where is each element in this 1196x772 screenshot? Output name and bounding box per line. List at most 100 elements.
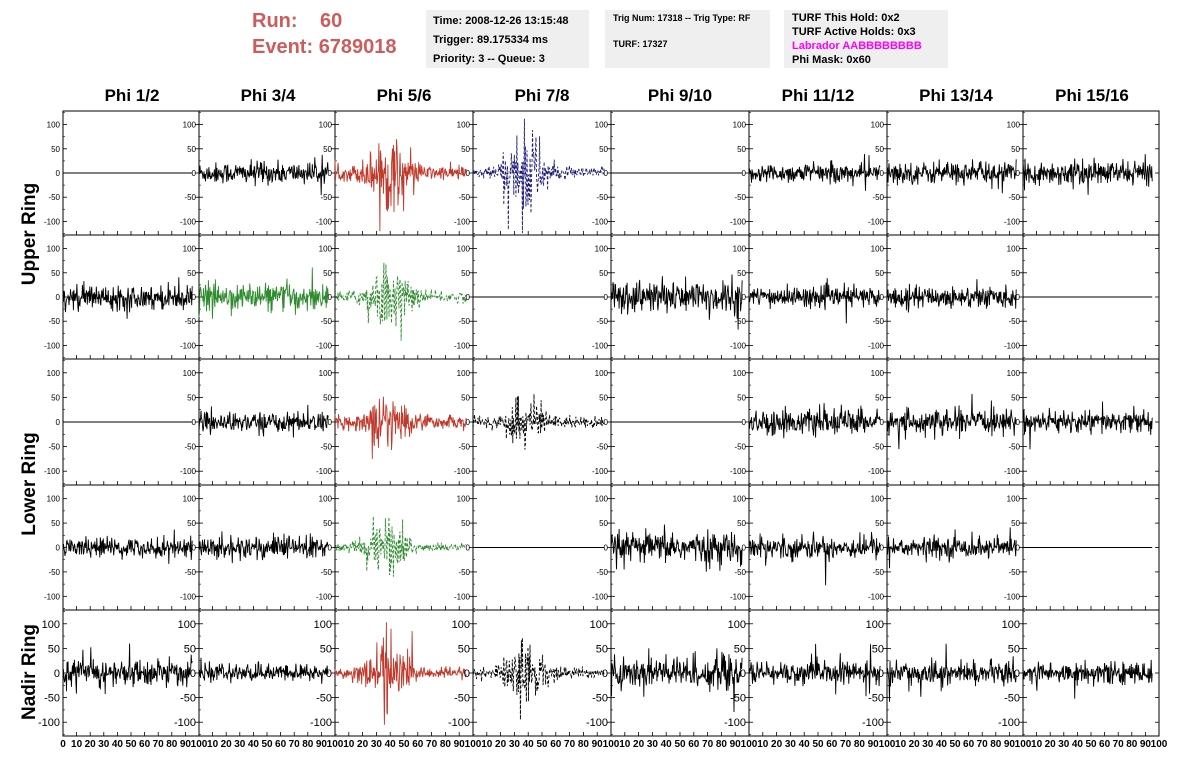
y-tick-label: 50 bbox=[51, 393, 60, 402]
y-tick-label: -50 bbox=[1004, 693, 1020, 705]
y-tick-label: 0 bbox=[464, 668, 470, 680]
x-tick-label: 30 bbox=[785, 739, 797, 750]
y-tick-label: -50 bbox=[48, 568, 60, 577]
y-tick-label: 0 bbox=[1016, 293, 1021, 302]
y-tick-label: 0 bbox=[192, 293, 197, 302]
y-tick-label: 100 bbox=[1007, 121, 1021, 130]
y-tick-label: 100 bbox=[595, 121, 609, 130]
panel-r4-c2: 100 50 0 -50 -100 bbox=[180, 484, 336, 611]
y-tick-label: 50 bbox=[1011, 393, 1020, 402]
y-tick-label: 0 bbox=[742, 169, 747, 178]
x-tick-label: 10 bbox=[343, 739, 355, 750]
x-tick-label: 100 bbox=[465, 739, 482, 750]
waveform-trace bbox=[610, 524, 743, 572]
x-tick-label: 50 bbox=[261, 739, 273, 750]
x-tick-label: 60 bbox=[550, 739, 562, 750]
x-tick-label: 100 bbox=[1151, 739, 1168, 750]
y-tick-label: 50 bbox=[599, 145, 608, 154]
y-tick-label: 100 bbox=[452, 619, 470, 631]
x-tick-label: 90 bbox=[316, 739, 328, 750]
y-tick-label: -100 bbox=[1004, 341, 1021, 350]
x-tick-label: 100 bbox=[191, 739, 208, 750]
y-tick-label: 0 bbox=[192, 169, 197, 178]
x-tick-label: 60 bbox=[1099, 739, 1111, 750]
y-tick-label: 50 bbox=[461, 269, 470, 278]
x-tick-label: 10 bbox=[757, 739, 769, 750]
y-tick-label: 0 bbox=[604, 544, 609, 553]
panel-r4-c3: 100 50 0 -50 -100 bbox=[316, 484, 474, 611]
x-tick-label: 60 bbox=[826, 739, 838, 750]
y-tick-label: -50 bbox=[1008, 568, 1020, 577]
y-tick-label: 100 bbox=[595, 495, 609, 504]
y-tick-label: 100 bbox=[319, 121, 333, 130]
y-tick-label: 50 bbox=[596, 643, 608, 655]
y-tick-label: -100 bbox=[1004, 217, 1021, 226]
y-tick-label: -100 bbox=[316, 341, 333, 350]
x-tick-label: 100 bbox=[741, 739, 758, 750]
y-tick-label: 100 bbox=[733, 495, 747, 504]
panel-r4-c4: 100 50 0 -50 -100 bbox=[454, 484, 612, 611]
waveform-trace bbox=[198, 154, 329, 196]
waveform-trace bbox=[334, 262, 467, 341]
y-tick-label: 50 bbox=[1011, 519, 1020, 528]
panel-r1-c8: 100 50 0 -50 -100 bbox=[1004, 110, 1160, 236]
x-tick-label: 30 bbox=[98, 739, 110, 750]
y-tick-label: 100 bbox=[319, 245, 333, 254]
run-label: Run: bbox=[252, 10, 298, 32]
y-tick-label: 50 bbox=[51, 269, 60, 278]
y-tick-label: -50 bbox=[316, 693, 332, 705]
x-tick-label: 10 bbox=[71, 739, 83, 750]
y-tick-label: 100 bbox=[457, 121, 471, 130]
y-tick-label: 50 bbox=[187, 145, 196, 154]
y-tick-label: -50 bbox=[872, 568, 884, 577]
x-tick-label: 80 bbox=[990, 739, 1002, 750]
y-tick-label: 100 bbox=[1002, 619, 1020, 631]
priority-text: Priority: 3 -- Queue: 3 bbox=[433, 53, 545, 65]
x-tick-label: 40 bbox=[1072, 739, 1084, 750]
y-tick-label: -100 bbox=[454, 592, 471, 601]
y-tick-label: -100 bbox=[730, 217, 747, 226]
x-tick-label: 90 bbox=[868, 739, 880, 750]
x-tick-label: 40 bbox=[112, 739, 124, 750]
y-tick-label: -50 bbox=[48, 443, 60, 452]
y-tick-label: -100 bbox=[592, 592, 609, 601]
x-tick-label: 90 bbox=[454, 739, 466, 750]
y-tick-label: -100 bbox=[1004, 467, 1021, 476]
y-tick-label: 50 bbox=[737, 145, 746, 154]
x-tick-label: 20 bbox=[633, 739, 645, 750]
y-tick-label: 0 bbox=[326, 668, 332, 680]
y-tick-label: 100 bbox=[178, 619, 196, 631]
y-tick-label: -50 bbox=[596, 568, 608, 577]
x-tick-label: 20 bbox=[495, 739, 507, 750]
y-tick-label: -50 bbox=[868, 693, 884, 705]
y-tick-label: -50 bbox=[180, 693, 196, 705]
y-tick-label: -100 bbox=[862, 717, 884, 729]
y-tick-label: -100 bbox=[316, 217, 333, 226]
y-tick-label: 0 bbox=[466, 418, 471, 427]
x-tick-label: 70 bbox=[702, 739, 714, 750]
panel-r3-c1: 100 50 0 -50 -100 bbox=[44, 358, 200, 486]
waveform-trace bbox=[198, 657, 329, 684]
y-tick-label: -100 bbox=[998, 717, 1020, 729]
y-tick-label: 100 bbox=[871, 121, 885, 130]
y-tick-label: 0 bbox=[56, 418, 61, 427]
x-tick-label: 80 bbox=[440, 739, 452, 750]
x-tick-label: 20 bbox=[771, 739, 783, 750]
y-tick-label: -100 bbox=[868, 341, 885, 350]
y-tick-label: -100 bbox=[180, 217, 197, 226]
column-header-5: Phi 9/10 bbox=[647, 86, 713, 105]
y-tick-label: 100 bbox=[183, 495, 197, 504]
panel-r4-c1: 100 50 0 -50 -100 bbox=[44, 484, 200, 611]
waveform-trace bbox=[748, 153, 881, 191]
y-tick-label: 100 bbox=[728, 619, 746, 631]
waveform-trace bbox=[886, 159, 1017, 194]
x-tick-label: 20 bbox=[221, 739, 233, 750]
y-tick-label: 0 bbox=[742, 544, 747, 553]
waveform-trace bbox=[748, 278, 881, 324]
waveform-trace bbox=[886, 527, 1017, 569]
waveform-trace bbox=[886, 279, 1017, 313]
waveform-trace bbox=[62, 529, 193, 564]
panel-r3-c8: 100 50 0 -50 -100 bbox=[1004, 358, 1160, 486]
